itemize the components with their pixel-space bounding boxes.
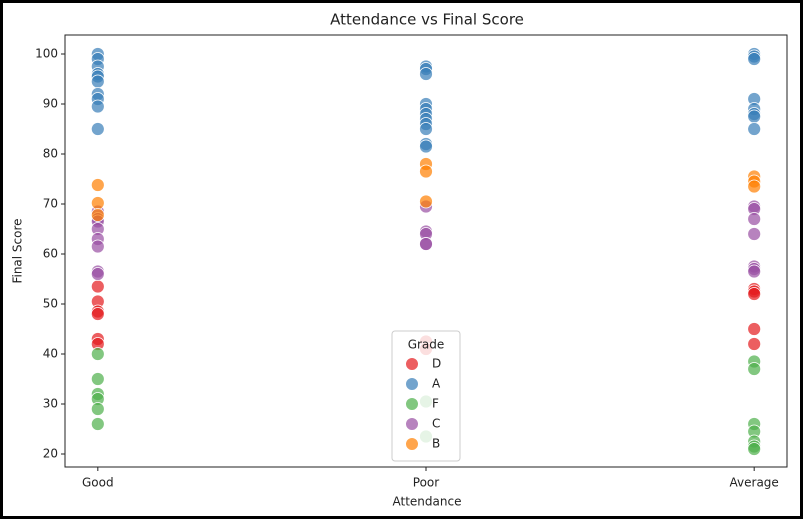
x-axis-label: Attendance (393, 495, 462, 509)
x-tick-label: Average (730, 476, 779, 490)
point (747, 337, 762, 351)
y-axis-label: Final Score (11, 218, 25, 283)
point (90, 347, 105, 361)
y-tick-label: 70 (43, 197, 58, 211)
point (747, 179, 762, 194)
point (747, 109, 762, 124)
point (419, 67, 433, 81)
legend-marker (405, 357, 419, 371)
point (747, 287, 762, 301)
legend-label: A (432, 377, 441, 391)
legend-label: B (432, 437, 440, 451)
point (90, 239, 105, 254)
point (90, 99, 105, 114)
legend-marker (405, 377, 419, 391)
point (747, 362, 762, 376)
legend-title: Grade (408, 338, 445, 352)
point (747, 442, 762, 456)
legend-marker (405, 437, 419, 451)
y-tick-label: 100 (35, 47, 58, 61)
legend-marker (405, 417, 419, 431)
y-tick-label: 60 (43, 247, 58, 261)
legend-label: F (432, 397, 439, 411)
point (90, 307, 105, 321)
point (90, 417, 105, 431)
point (747, 264, 762, 279)
point (90, 402, 105, 416)
point (90, 267, 105, 281)
point (747, 212, 762, 226)
point (90, 178, 105, 192)
point (747, 227, 762, 241)
point (419, 122, 433, 136)
x-tick-label: Poor (413, 476, 439, 490)
point (90, 372, 105, 386)
legend-marker (405, 397, 419, 411)
point (419, 164, 433, 179)
point (747, 322, 762, 336)
point (90, 74, 105, 89)
legend-label: C (432, 417, 440, 431)
point (747, 52, 762, 66)
point (419, 139, 433, 154)
point (90, 279, 105, 294)
point (90, 196, 105, 210)
point (747, 122, 762, 136)
legend-label: D (432, 357, 441, 371)
y-tick-label: 50 (43, 297, 58, 311)
y-tick-label: 30 (43, 397, 58, 411)
y-tick-label: 20 (43, 447, 58, 461)
point (419, 194, 433, 209)
y-tick-label: 40 (43, 347, 58, 361)
chart-title: Attendance vs Final Score (330, 11, 524, 29)
point (419, 237, 433, 251)
point (90, 122, 105, 136)
y-tick-label: 80 (43, 147, 58, 161)
y-tick-label: 90 (43, 97, 58, 111)
point (90, 208, 105, 222)
x-tick-label: Good (82, 476, 114, 490)
